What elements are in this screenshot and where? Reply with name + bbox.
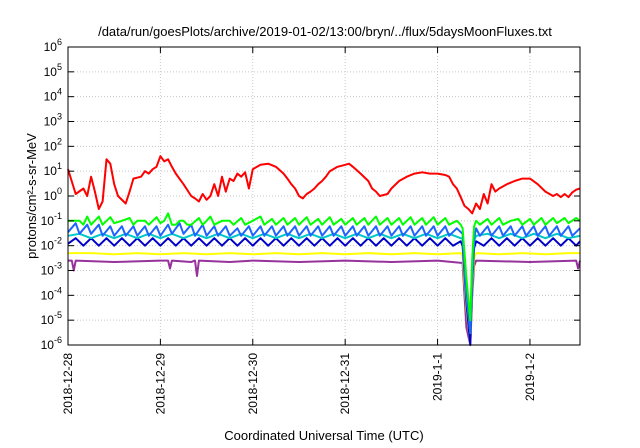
y-tick-label: 106 [44, 37, 62, 54]
y-tick-label: 105 [44, 62, 62, 79]
y-tick-label: 10-5 [41, 310, 62, 327]
y-tick-label: 103 [44, 112, 62, 129]
x-tick-label: 2018-12-29 [153, 353, 167, 415]
y-tick-label: 10-6 [41, 335, 62, 352]
series-line [67, 237, 581, 346]
x-tick-label: 2018-12-30 [246, 353, 260, 415]
x-tick-label: 2019-1-1 [431, 353, 445, 401]
series-line [68, 259, 581, 346]
series-line [67, 232, 581, 335]
y-tick-label: 102 [44, 136, 62, 153]
y-axis-label: protons/cm²-s-sr-MeV [24, 133, 39, 259]
y-tick-label: 10-3 [41, 261, 62, 278]
x-tick-label: 2018-12-28 [61, 353, 75, 415]
y-tick-label: 104 [44, 87, 62, 104]
y-tick-label: 10-1 [41, 211, 62, 228]
x-tick-label: 2019-1-2 [523, 353, 537, 401]
x-axis-label: Coordinated Universal Time (UTC) [224, 428, 423, 443]
chart-title: /data/run/goesPlots/archive/2019-01-02/1… [98, 24, 552, 39]
y-tick-label: 10-4 [41, 285, 62, 302]
x-tick-label: 2018-12-31 [338, 353, 352, 415]
y-tick-label: 100 [44, 186, 62, 203]
series-line [68, 212, 581, 322]
grid-lines [67, 46, 580, 346]
series-line [67, 222, 581, 335]
series-line [68, 252, 580, 346]
y-tick-label: 10-2 [41, 236, 62, 253]
series-line [67, 155, 581, 215]
y-tick-label: 101 [44, 161, 62, 178]
data-series [67, 155, 581, 346]
axis-ticks: 10-6 10-5 10-4 10-3 10-2 10-1 100 101 102 103 104 1… [41, 37, 580, 414]
